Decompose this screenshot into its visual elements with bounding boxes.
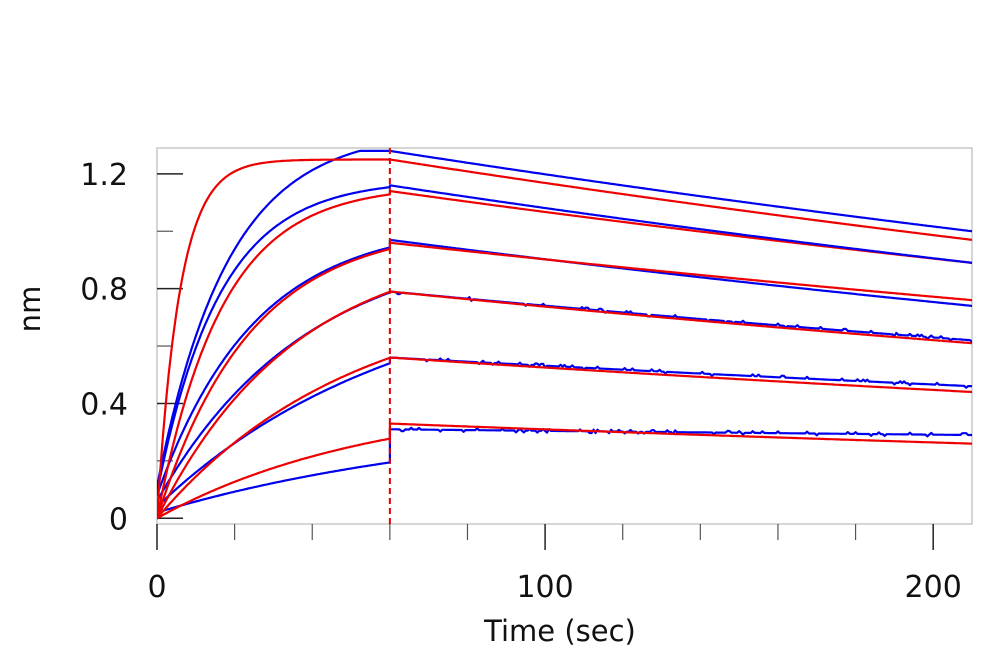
plot-frame [156, 147, 973, 525]
measured-curve [157, 184, 972, 494]
x-tick-label: 100 [516, 570, 573, 605]
measured-curve [157, 356, 972, 508]
y-tick-label: 1.2 [80, 158, 128, 193]
tick-labels: 0 100 200 0 0.4 0.8 1.2 [80, 158, 962, 605]
measured-curve [157, 149, 972, 488]
y-tick-label: 0.4 [80, 387, 128, 422]
fit-curve [157, 241, 972, 520]
series-group [157, 149, 972, 520]
fit-curve [157, 290, 972, 520]
x-tick-label: 200 [905, 570, 962, 605]
fit-curve [157, 356, 972, 520]
y-axis-title: nm [13, 286, 47, 333]
x-axis-title: Time (sec) [483, 614, 636, 648]
fit-curve [157, 158, 972, 520]
fit-curve [157, 422, 972, 520]
x-tick-label: 0 [147, 570, 166, 605]
y-tick-label: 0 [109, 502, 128, 537]
y-tick-label: 0.8 [80, 273, 128, 308]
